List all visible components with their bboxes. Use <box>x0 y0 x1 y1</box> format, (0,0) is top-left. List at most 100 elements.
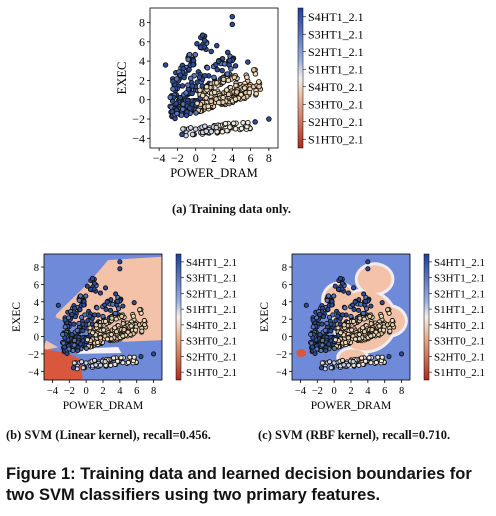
data-point <box>232 75 237 80</box>
legend-entry: S4HT0_2.1 <box>308 80 364 94</box>
data-point <box>217 100 222 105</box>
data-point <box>220 129 225 134</box>
data-point <box>138 308 142 312</box>
data-point <box>170 109 175 114</box>
legend-colorbar <box>424 254 429 380</box>
data-point <box>254 91 259 96</box>
x-tick-label: 0 <box>193 151 199 165</box>
data-point <box>369 322 373 326</box>
legend-entry: S3HT1_2.1 <box>434 273 485 285</box>
legend-entry: S2HT1_2.1 <box>186 288 237 300</box>
data-point <box>332 361 336 365</box>
y-tick-label: 2 <box>34 315 39 326</box>
data-point <box>209 99 214 104</box>
data-point <box>203 124 208 129</box>
data-point <box>81 329 85 333</box>
data-point <box>200 33 205 38</box>
data-point <box>112 356 116 360</box>
data-point <box>102 328 106 332</box>
data-point <box>332 294 336 298</box>
data-point <box>187 52 192 57</box>
data-point <box>362 330 366 334</box>
data-point <box>76 348 80 352</box>
legend-entry: S1HT1_2.1 <box>186 304 237 316</box>
x-axis-label: POWER_DRAM <box>311 400 392 412</box>
data-point <box>186 57 191 62</box>
data-point <box>399 352 403 356</box>
data-point <box>380 355 384 359</box>
data-point <box>352 307 356 311</box>
data-point <box>366 267 370 271</box>
x-tick-label: −2 <box>312 386 323 397</box>
data-point <box>98 291 102 295</box>
data-point <box>327 342 331 346</box>
data-point <box>140 329 144 333</box>
data-point <box>105 300 109 304</box>
x-tick-label: 2 <box>211 151 217 165</box>
legend-entry: S4HT0_2.1 <box>186 320 237 332</box>
data-point <box>190 91 195 96</box>
y-tick-label: 6 <box>282 280 287 291</box>
data-point <box>304 303 308 307</box>
data-point <box>346 336 350 340</box>
data-point <box>151 352 155 356</box>
legend-entry: S2HT0_2.1 <box>186 351 237 363</box>
data-point <box>231 121 236 126</box>
data-point <box>78 294 82 298</box>
data-point <box>67 347 71 351</box>
data-point <box>221 77 226 82</box>
data-point <box>360 356 364 360</box>
data-point <box>72 322 76 326</box>
data-point <box>222 62 227 67</box>
data-point <box>233 127 238 132</box>
data-point <box>351 286 355 290</box>
data-point <box>90 276 94 280</box>
data-point <box>198 45 203 50</box>
data-point <box>62 345 66 349</box>
data-point <box>188 106 193 111</box>
data-point <box>98 336 102 340</box>
scatter-points <box>163 14 271 138</box>
data-point <box>353 300 357 304</box>
y-tick-label: 4 <box>34 298 40 309</box>
y-tick-label: −2 <box>132 112 145 126</box>
data-point <box>197 75 202 80</box>
data-point <box>223 121 228 126</box>
data-point <box>356 308 360 312</box>
x-tick-label: 4 <box>229 151 235 165</box>
data-point <box>325 298 329 302</box>
y-axis-label: EXEC <box>11 302 23 332</box>
data-point <box>88 314 92 318</box>
data-point <box>369 361 373 365</box>
legend-entry: S3HT0_2.1 <box>308 97 364 111</box>
x-tick-label: −4 <box>153 151 166 165</box>
legend-entry: S2HT1_2.1 <box>308 45 364 59</box>
y-tick-label: −4 <box>276 367 288 378</box>
data-point <box>320 322 324 326</box>
data-point <box>184 113 189 118</box>
data-point <box>92 358 96 362</box>
data-point <box>132 301 136 305</box>
panel-b: −4 −2 0 2 4 6 8 8 6 4 2 0 −2 −4 POWER_DRAM EXEC S4HT1_2.… <box>0 244 250 419</box>
y-tick-label: 0 <box>34 333 39 344</box>
y-tick-label: −4 <box>28 367 40 378</box>
data-point <box>310 345 314 349</box>
data-point <box>364 307 368 311</box>
data-point <box>72 361 76 365</box>
data-point <box>139 354 143 358</box>
data-point <box>388 329 392 333</box>
data-point <box>116 307 120 311</box>
data-point <box>209 49 214 54</box>
data-point <box>70 312 74 316</box>
data-point <box>181 127 186 132</box>
data-point <box>351 360 355 364</box>
data-point <box>195 101 200 106</box>
legend-entry: S4HT1_2.1 <box>308 10 364 24</box>
data-point <box>200 93 205 98</box>
data-point <box>225 50 230 55</box>
data-point <box>390 318 394 322</box>
data-point <box>353 337 357 341</box>
data-point <box>193 127 198 132</box>
data-point <box>84 361 88 365</box>
data-point <box>324 348 328 352</box>
